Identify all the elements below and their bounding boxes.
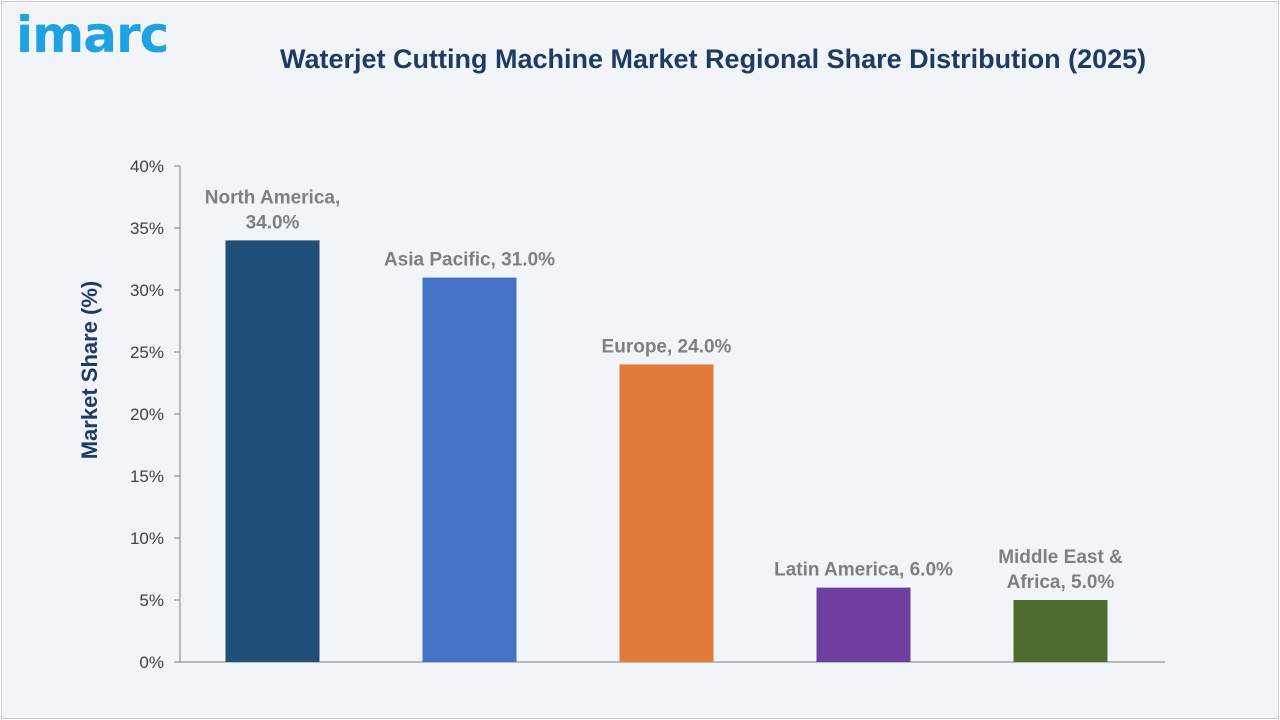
data-label: Latin America, 6.0% — [774, 560, 953, 581]
y-tick-label: 5% — [139, 591, 164, 610]
data-label: Asia Pacific, 31.0% — [384, 250, 555, 271]
bar — [422, 277, 517, 662]
bar — [1013, 600, 1108, 662]
y-axis-label: Market Share (%) — [77, 281, 102, 460]
y-tick-label: 10% — [130, 529, 164, 548]
bar — [619, 364, 714, 662]
y-tick-label: 20% — [130, 405, 164, 424]
data-label: Africa, 5.0% — [1007, 572, 1115, 593]
y-tick-label: 0% — [139, 653, 164, 672]
imarc-logo: imarc — [16, 6, 169, 64]
y-tick-label: 35% — [130, 219, 164, 238]
y-tick-label: 15% — [130, 467, 164, 486]
axes: 0% 5% 10% 15% 20% 25% 30% 35% 40% — [130, 157, 1165, 672]
chart-title: Waterjet Cutting Machine Market Regional… — [280, 44, 1147, 74]
y-tick-label: 25% — [130, 343, 164, 362]
bar — [816, 587, 911, 662]
y-tick-label: 40% — [130, 157, 164, 176]
data-label: North America, — [205, 187, 341, 208]
bar — [225, 240, 320, 662]
data-labels: North America, 34.0% Asia Pacific, 31.0% Eu… — [205, 187, 1123, 593]
data-label: 34.0% — [246, 212, 300, 233]
y-tick-label: 30% — [130, 281, 164, 300]
data-label: Europe, 24.0% — [602, 336, 732, 357]
bars — [225, 240, 1108, 662]
data-label: Middle East & — [998, 547, 1123, 568]
